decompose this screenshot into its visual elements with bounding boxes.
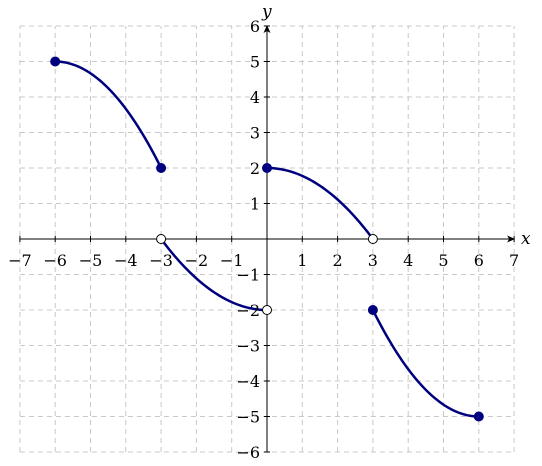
x-tick-label: −3: [149, 251, 173, 270]
x-tick-label: 4: [403, 251, 413, 270]
y-tick-label: 4: [250, 88, 260, 107]
closed-endpoint: [262, 163, 272, 173]
x-tick-label: −2: [185, 251, 209, 270]
y-axis-arrow: [263, 25, 271, 33]
closed-endpoint: [473, 411, 484, 422]
y-tick-label: −6: [236, 443, 260, 462]
y-tick-label: −1: [236, 266, 260, 285]
x-tick-label: 3: [368, 251, 378, 270]
y-tick-label: 6: [250, 17, 260, 36]
y-tick-label: −2: [236, 301, 260, 320]
x-tick-label: −6: [43, 251, 67, 270]
x-axis-label: x: [521, 229, 531, 249]
x-tick-label: 1: [297, 251, 307, 270]
y-tick-label: 3: [250, 124, 260, 143]
endpoints: [50, 56, 484, 422]
open-endpoint: [367, 234, 378, 244]
y-tick-label: −5: [236, 408, 260, 427]
y-tick-label: 2: [250, 159, 260, 178]
curve-segment-3: [265, 166, 375, 241]
curve-segment-1: [53, 60, 163, 170]
open-endpoint: [156, 234, 167, 244]
x-tick-label: 2: [333, 251, 343, 270]
tick-labels: −7 −6 −5 −4 −3 −2 −1 1 2 3 4 5 6 7 −6 −5 −4 −3 −2 −1 1 2 3 4 5 6: [8, 17, 519, 462]
x-tick-label: 7: [509, 251, 519, 270]
x-tick-label: −1: [220, 251, 244, 270]
x-tick-label: −7: [8, 251, 32, 270]
y-tick-label: −4: [236, 372, 260, 391]
x-tick-label: 5: [438, 251, 448, 270]
x-tick-label: −4: [114, 251, 138, 270]
curve-segment-4: [371, 308, 481, 418]
open-endpoint: [262, 305, 272, 315]
y-tick-label: 1: [250, 195, 260, 214]
curves: [53, 60, 481, 418]
curve-segment-2: [159, 237, 269, 312]
closed-endpoint: [50, 56, 61, 67]
y-tick-label: 5: [250, 53, 260, 72]
closed-endpoint: [156, 163, 167, 173]
closed-endpoint: [367, 305, 378, 315]
x-tick-label: −5: [79, 251, 103, 270]
x-tick-label: 6: [474, 251, 484, 270]
y-tick-label: −3: [236, 337, 260, 356]
x-axis-arrow: [507, 235, 516, 243]
axes: [19, 25, 516, 453]
y-axis-label: y: [261, 2, 272, 22]
